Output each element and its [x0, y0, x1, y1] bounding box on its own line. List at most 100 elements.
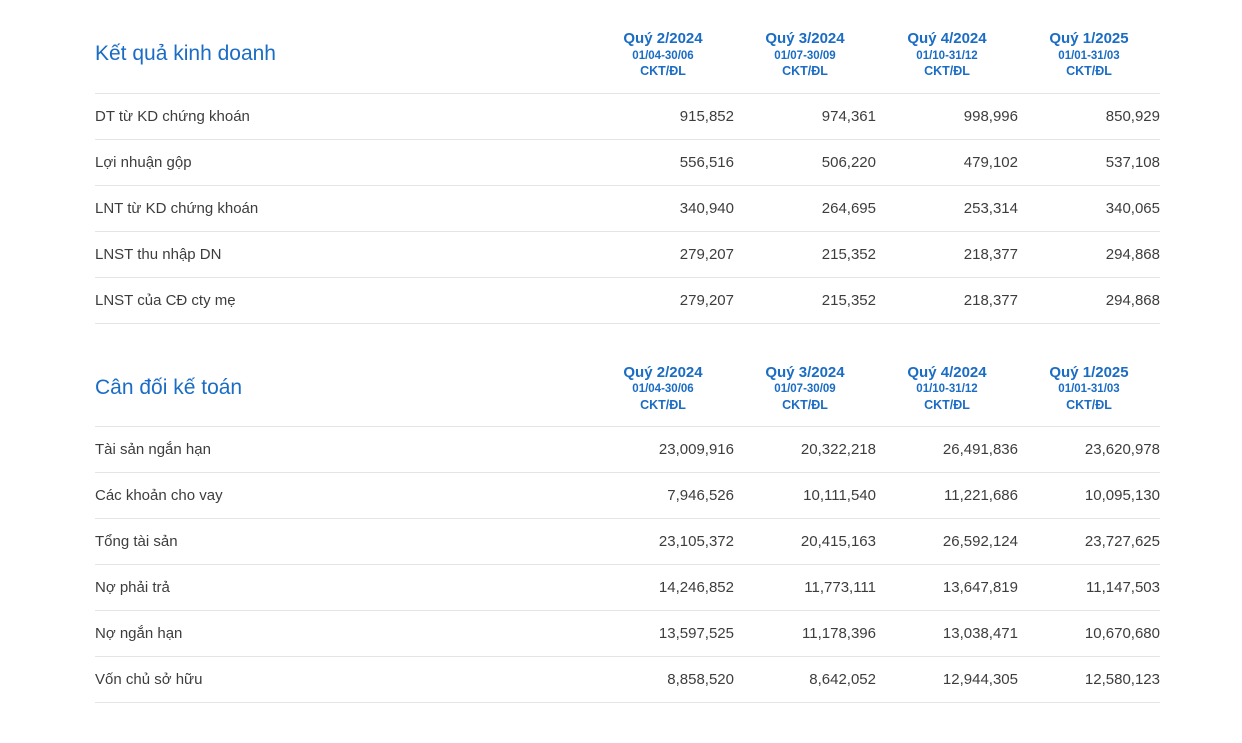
basis-label: CKT/ĐL — [782, 398, 828, 413]
period-range-label: 01/01-31/03 — [1058, 49, 1120, 62]
cell-value: 13,038,471 — [942, 625, 1018, 643]
cell-value: 8,642,052 — [809, 671, 876, 689]
cell-value: 11,147,503 — [1086, 579, 1160, 597]
quarter-label: Quý 2/2024 — [623, 363, 703, 381]
column-header: Quý 1/2025 01/01-31/03 CKT/ĐL — [1018, 29, 1160, 80]
cell-value: 26,491,836 — [942, 441, 1018, 459]
cell-value: 998,996 — [963, 107, 1018, 125]
column-header: Quý 1/2025 01/01-31/03 CKT/ĐL — [1018, 363, 1160, 414]
quarter-label: Quý 4/2024 — [907, 363, 987, 381]
period-range-label: 01/01-31/03 — [1058, 383, 1120, 396]
column-header: Quý 4/2024 01/10-31/12 CKT/ĐL — [876, 363, 1018, 414]
table-row: Lợi nhuận gộp 556,516 506,220 479,102 537,10… — [95, 140, 1160, 186]
cell-value: 12,580,123 — [1084, 671, 1160, 689]
column-header: Quý 3/2024 01/07-30/09 CKT/ĐL — [734, 29, 876, 80]
cell-value: 10,670,680 — [1084, 625, 1160, 643]
table-row: Tổng tài sản 23,105,372 20,415,163 26,592,1… — [95, 519, 1160, 566]
basis-label: CKT/ĐL — [640, 64, 686, 79]
row-label: Vốn chủ sở hữu — [95, 671, 203, 689]
cell-value: 23,727,625 — [1084, 533, 1160, 551]
column-header: Quý 4/2024 01/10-31/12 CKT/ĐL — [876, 29, 1018, 80]
cell-value: 13,647,819 — [942, 579, 1018, 597]
cell-value: 506,220 — [821, 153, 876, 171]
quarter-label: Quý 3/2024 — [765, 363, 845, 381]
section-title: Cân đối kế toán — [95, 376, 243, 400]
quarter-label: Quý 1/2025 — [1049, 30, 1129, 47]
table-row: DT từ KD chứng khoán 915,852 974,361 998,99… — [95, 94, 1160, 140]
period-range-label: 01/10-31/12 — [916, 383, 978, 396]
cell-value: 974,361 — [821, 107, 876, 125]
header-row: Kết quả kinh doanh Quý 2/2024 01/04-30/06… — [95, 16, 1160, 94]
table-row: LNST thu nhập DN 279,207 215,352 218,377 294… — [95, 232, 1160, 278]
cell-value: 11,178,396 — [802, 625, 876, 643]
period-range-label: 01/04-30/06 — [632, 383, 694, 396]
cell-value: 23,009,916 — [658, 441, 734, 459]
cell-value: 23,620,978 — [1084, 441, 1160, 459]
row-label: LNST của CĐ cty mẹ — [95, 291, 236, 309]
basis-label: CKT/ĐL — [640, 398, 686, 413]
cell-value: 279,207 — [679, 291, 734, 309]
cell-value: 218,377 — [963, 291, 1018, 309]
period-range-label: 01/07-30/09 — [774, 49, 836, 62]
table-body: Tài sản ngắn hạn 23,009,916 20,322,218 26,4… — [95, 427, 1160, 704]
quarter-label: Quý 2/2024 — [623, 30, 703, 47]
cell-value: 537,108 — [1105, 153, 1160, 171]
financial-summary: Kết quả kinh doanh Quý 2/2024 01/04-30/06… — [95, 16, 1160, 704]
cell-value: 11,773,111 — [804, 579, 876, 597]
cell-value: 294,868 — [1105, 291, 1160, 309]
cell-value: 340,940 — [679, 199, 734, 217]
table-row: Vốn chủ sở hữu 8,858,520 8,642,052 12,944,3… — [95, 657, 1160, 704]
basis-label: CKT/ĐL — [782, 64, 828, 79]
cell-value: 7,946,526 — [667, 487, 734, 505]
basis-label: CKT/ĐL — [924, 398, 970, 413]
column-header: Quý 2/2024 01/04-30/06 CKT/ĐL — [592, 363, 734, 414]
cell-value: 556,516 — [679, 153, 734, 171]
cell-value: 215,352 — [821, 291, 876, 309]
row-label: Lợi nhuận gộp — [95, 153, 192, 171]
row-label: LNST thu nhập DN — [95, 245, 222, 263]
cell-value: 340,065 — [1105, 199, 1160, 217]
cell-value: 253,314 — [963, 199, 1018, 217]
basis-label: CKT/ĐL — [1066, 64, 1112, 79]
cell-value: 20,415,163 — [800, 533, 876, 551]
column-header: Quý 3/2024 01/07-30/09 CKT/ĐL — [734, 363, 876, 414]
cell-value: 218,377 — [963, 245, 1018, 263]
table-row: LNST của CĐ cty mẹ 279,207 215,352 218,377 2… — [95, 278, 1160, 324]
quarter-label: Quý 4/2024 — [907, 30, 987, 47]
cell-value: 10,111,540 — [803, 487, 876, 505]
table-row: Nợ ngắn hạn 13,597,525 11,178,396 13,038,47… — [95, 611, 1160, 658]
row-label: DT từ KD chứng khoán — [95, 107, 250, 125]
balance-sheet-section: Cân đối kế toán Quý 2/2024 01/04-30/06 CKT… — [95, 350, 1160, 704]
cell-value: 264,695 — [821, 199, 876, 217]
period-range-label: 01/07-30/09 — [774, 383, 836, 396]
column-header: Quý 2/2024 01/04-30/06 CKT/ĐL — [592, 29, 734, 80]
header-row: Cân đối kế toán Quý 2/2024 01/04-30/06 CKT… — [95, 350, 1160, 428]
quarter-label: Quý 3/2024 — [765, 30, 845, 47]
cell-value: 850,929 — [1105, 107, 1160, 125]
cell-value: 11,221,686 — [944, 487, 1018, 505]
row-label: Tài sản ngắn hạn — [95, 441, 211, 459]
cell-value: 10,095,130 — [1084, 487, 1160, 505]
period-range-label: 01/10-31/12 — [916, 49, 978, 62]
cell-value: 12,944,305 — [942, 671, 1018, 689]
section-title: Kết quả kinh doanh — [95, 42, 276, 66]
cell-value: 294,868 — [1105, 245, 1160, 263]
row-label: Các khoản cho vay — [95, 487, 223, 505]
cell-value: 26,592,124 — [942, 533, 1018, 551]
cell-value: 915,852 — [679, 107, 734, 125]
cell-value: 14,246,852 — [658, 579, 734, 597]
cell-value: 215,352 — [821, 245, 876, 263]
cell-value: 279,207 — [679, 245, 734, 263]
cell-value: 20,322,218 — [800, 441, 876, 459]
table-row: LNT từ KD chứng khoán 340,940 264,695 253,3… — [95, 186, 1160, 232]
cell-value: 8,858,520 — [667, 671, 734, 689]
cell-value: 479,102 — [963, 153, 1018, 171]
table-row: Nợ phải trả 14,246,852 11,773,111 13,647,81… — [95, 565, 1160, 612]
period-range-label: 01/04-30/06 — [632, 49, 694, 62]
quarter-label: Quý 1/2025 — [1049, 363, 1129, 381]
row-label: Nợ ngắn hạn — [95, 625, 183, 643]
cell-value: 23,105,372 — [658, 533, 734, 551]
table-row: Tài sản ngắn hạn 23,009,916 20,322,218 26,4… — [95, 427, 1160, 474]
row-label: Nợ phải trả — [95, 579, 170, 597]
income-statement-section: Kết quả kinh doanh Quý 2/2024 01/04-30/06… — [95, 16, 1160, 324]
